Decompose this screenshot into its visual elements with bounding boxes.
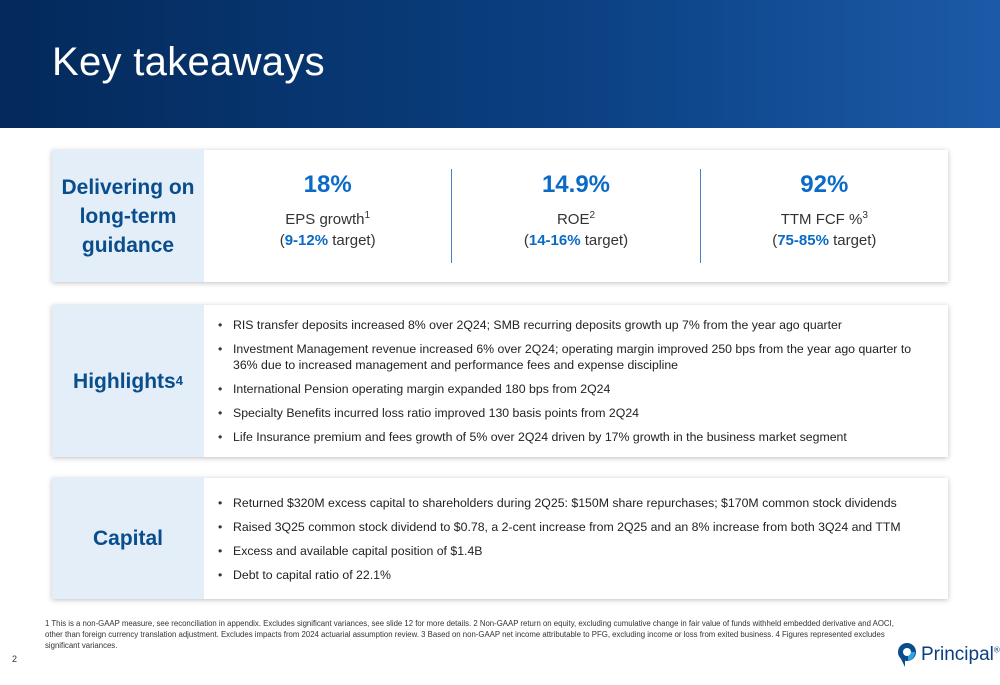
list-item: Investment Management revenue increased … [218,341,934,373]
highlights-label: Highlights 4 [52,305,204,457]
capital-card: Capital Returned $320M excess capital to… [52,478,948,599]
metric-label: EPS growth1 [285,210,371,229]
logo-text: Principal® [921,644,1000,665]
principal-logo-icon [898,643,916,667]
metric-eps: 18% EPS growth1 (9-12% target) [204,169,451,263]
metric-label: ROE2 [556,210,596,229]
footnote-marker: 2 [589,210,596,221]
metric-roe: 14.9% ROE2 (14-16% target) [451,169,699,263]
header-banner: Key takeaways [0,0,1000,128]
highlights-list: RIS transfer deposits increased 8% over … [204,305,948,457]
footnote-marker: 1 [364,210,371,221]
footnote-marker: 3 [862,210,868,221]
capital-list: Returned $320M excess capital to shareho… [204,478,948,599]
list-item: Returned $320M excess capital to shareho… [218,495,934,511]
list-item: Specialty Benefits incurred loss ratio i… [218,405,934,421]
metric-value: 92% [800,171,849,198]
metric-label: TTM FCF %3 [780,210,868,229]
list-item: Debt to capital ratio of 22.1% [218,567,934,583]
metric-fcf: 92% TTM FCF %3 (75-85% target) [699,169,948,263]
list-item: RIS transfer deposits increased 8% over … [218,317,934,333]
target-range: 9-12% [284,232,329,249]
capital-label: Capital [52,478,204,599]
guidance-label: Delivering on long-term guidance [52,150,204,282]
footnotes: 1 This is a non-GAAP measure, see reconc… [45,619,894,650]
guidance-card: Delivering on long-term guidance 18% EPS… [52,150,948,282]
metric-value: 14.9% [541,171,611,198]
principal-logo: Principal® [896,642,1000,668]
metric-target: (75-85% target) [772,232,877,249]
page-number: 2 [12,654,18,664]
metric-value: 18% [303,171,352,198]
page-title: Key takeaways [52,40,325,84]
target-range: 75-85% [777,232,829,249]
list-item: Excess and available capital position of… [218,543,934,559]
metrics-row: 18% EPS growth1 (9-12% target) 14.9% ROE… [204,150,948,282]
list-item: Life Insurance premium and fees growth o… [218,429,934,445]
list-item: Raised 3Q25 common stock dividend to $0.… [218,519,934,535]
metric-target: (14-16% target) [523,232,629,249]
list-item: International Pension operating margin e… [218,381,934,397]
metric-target: (9-12% target) [279,232,376,249]
target-range: 14-16% [528,232,581,249]
